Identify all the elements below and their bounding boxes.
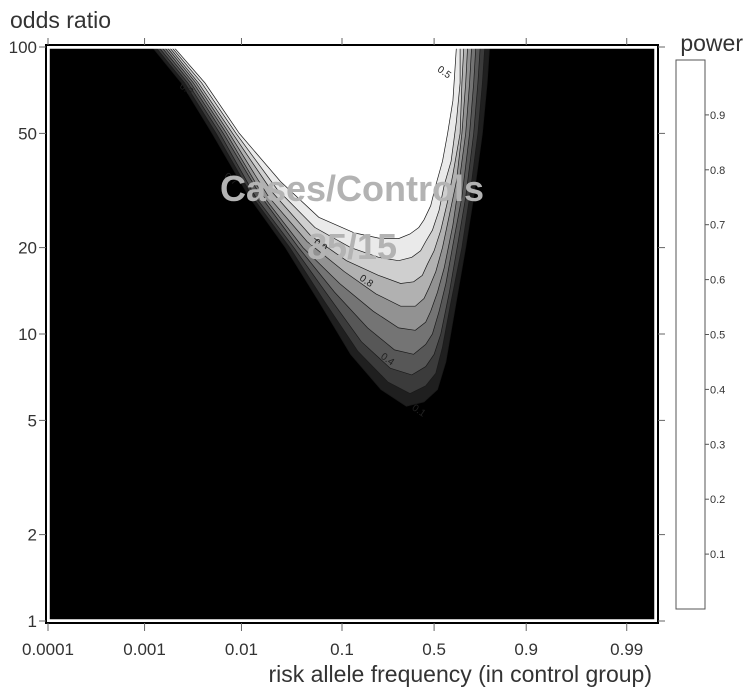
x-tick-label: 0.5 — [422, 640, 446, 659]
power-legend: power 0.1 0.2 0.3 0.4 0.5 0.6 0.7 0.8 0.9 — [675, 30, 743, 610]
contour-line-0.4 — [161, 47, 477, 355]
y-tick-label: 1 — [28, 612, 37, 631]
x-axis-ticks: 0.0001 0.001 0.01 0.1 0.5 0.9 0.99 — [22, 38, 643, 659]
contour-lines — [151, 47, 490, 407]
x-tick-label: 0.9 — [514, 640, 538, 659]
legend-ticks: 0.1 0.2 0.3 0.4 0.5 0.6 0.7 0.8 0.9 — [705, 110, 725, 561]
contour-bands — [152, 47, 490, 407]
contour-line-0.1 — [151, 47, 490, 407]
y-tick-label: 10 — [18, 325, 37, 344]
x-axis-title: risk allele frequency (in control group) — [268, 661, 652, 687]
plot-frame-inner — [47, 46, 657, 622]
x-tick-label: 0.001 — [123, 640, 166, 659]
y-tick-label: 50 — [18, 124, 37, 143]
contour-line-0.2 — [155, 47, 486, 394]
y-tick-label: 5 — [28, 411, 37, 430]
legend-tick-label: 0.4 — [710, 384, 725, 396]
y-tick-label: 100 — [9, 38, 37, 57]
legend-tick-label: 0.7 — [710, 220, 725, 232]
contour-line-0.8 — [171, 47, 461, 262]
contour-line-0.9 — [173, 47, 457, 239]
legend-tick-label: 0.3 — [710, 439, 725, 451]
contour-line-0.6 — [166, 47, 468, 307]
y-axis-title: odds ratio — [10, 7, 111, 33]
x-tick-label: 0.01 — [225, 640, 258, 659]
contour-band-0.9 — [173, 47, 457, 239]
legend-tick-label: 0.8 — [710, 165, 725, 177]
legend-tick-label: 0.2 — [710, 494, 725, 506]
contour-line-0.3 — [158, 47, 481, 376]
legend-title: power — [680, 30, 743, 56]
x-tick-label: 0.1 — [330, 640, 354, 659]
annotation-line-2: 85/15 — [307, 226, 397, 267]
legend-tick-label: 0.9 — [710, 110, 725, 122]
legend-color-bands — [675, 59, 706, 610]
legend-tick-label: 0.6 — [710, 275, 725, 287]
annotation-line-1: Cases/Controls — [220, 168, 484, 209]
legend-tick-label: 0.5 — [710, 330, 725, 342]
y-tick-label: 2 — [28, 526, 37, 545]
y-tick-label: 20 — [18, 239, 37, 258]
contour-line-0.7 — [168, 47, 465, 284]
x-tick-label: 0.0001 — [22, 640, 74, 659]
legend-tick-label: 0.1 — [710, 549, 725, 561]
contour-line-0.5 — [164, 47, 472, 331]
plot-area: 0.30.70.90.80.40.50.1 Cases/Controls 85/… — [45, 44, 659, 624]
legend-frame — [675, 59, 706, 610]
x-tick-label: 0.99 — [610, 640, 643, 659]
y-axis-ticks: 1 2 5 10 20 50 100 — [9, 38, 665, 631]
